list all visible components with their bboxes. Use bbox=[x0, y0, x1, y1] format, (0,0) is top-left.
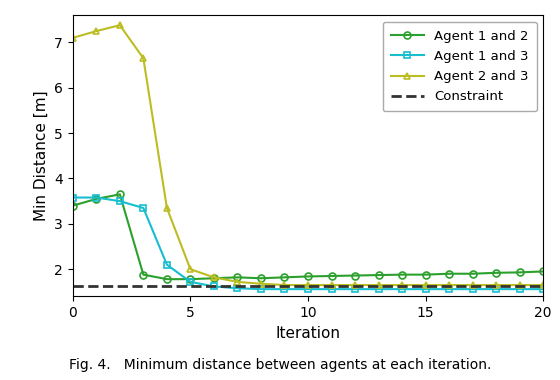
Agent 2 and 3 bbox=[93, 29, 100, 33]
Agent 1 and 3 bbox=[187, 280, 194, 284]
Agent 1 and 3 bbox=[258, 287, 264, 291]
Agent 2 and 3 bbox=[234, 280, 241, 284]
Constraint bbox=[69, 284, 76, 289]
Agent 1 and 2 bbox=[328, 274, 335, 278]
Agent 1 and 3 bbox=[446, 287, 452, 291]
Agent 1 and 3 bbox=[305, 287, 311, 291]
Agent 1 and 2 bbox=[352, 273, 358, 278]
Agent 2 and 3 bbox=[281, 283, 288, 287]
Agent 1 and 2 bbox=[446, 271, 452, 276]
Agent 1 and 3 bbox=[375, 287, 382, 291]
Agent 2 and 3 bbox=[422, 283, 429, 287]
Agent 2 and 3 bbox=[493, 283, 500, 287]
Legend: Agent 1 and 2, Agent 1 and 3, Agent 2 and 3, Constraint: Agent 1 and 2, Agent 1 and 3, Agent 2 an… bbox=[382, 22, 536, 111]
X-axis label: Iteration: Iteration bbox=[276, 326, 340, 341]
Agent 1 and 2 bbox=[422, 272, 429, 277]
Agent 2 and 3 bbox=[140, 56, 147, 60]
Agent 2 and 3 bbox=[164, 206, 170, 210]
Agent 2 and 3 bbox=[446, 283, 452, 287]
Agent 2 and 3 bbox=[540, 283, 547, 287]
Agent 1 and 2 bbox=[493, 271, 500, 275]
Agent 1 and 2 bbox=[164, 277, 170, 282]
Agent 1 and 3 bbox=[116, 199, 123, 203]
Agent 1 and 2 bbox=[281, 275, 288, 280]
Agent 1 and 2 bbox=[93, 196, 100, 201]
Agent 1 and 2 bbox=[234, 275, 241, 280]
Agent 1 and 3 bbox=[69, 195, 76, 200]
Agent 2 and 3 bbox=[352, 283, 358, 287]
Agent 1 and 3 bbox=[469, 287, 476, 291]
Agent 2 and 3 bbox=[469, 283, 476, 287]
Agent 2 and 3 bbox=[328, 283, 335, 287]
Agent 1 and 3 bbox=[281, 287, 288, 291]
Agent 1 and 3 bbox=[399, 287, 405, 291]
Agent 1 and 2 bbox=[399, 272, 405, 277]
Agent 1 and 2 bbox=[140, 272, 147, 277]
Agent 1 and 3 bbox=[516, 287, 523, 291]
Agent 1 and 3 bbox=[140, 206, 147, 210]
Agent 1 and 3 bbox=[164, 262, 170, 267]
Constraint bbox=[93, 284, 100, 289]
Line: Agent 1 and 2: Agent 1 and 2 bbox=[69, 191, 547, 283]
Agent 1 and 2 bbox=[211, 276, 217, 280]
Agent 1 and 3 bbox=[493, 287, 500, 291]
Agent 1 and 3 bbox=[211, 284, 217, 289]
Agent 1 and 3 bbox=[540, 287, 547, 291]
Agent 2 and 3 bbox=[399, 283, 405, 287]
Agent 2 and 3 bbox=[305, 283, 311, 287]
Agent 1 and 2 bbox=[187, 277, 194, 282]
Agent 2 and 3 bbox=[211, 275, 217, 280]
Line: Agent 1 and 3: Agent 1 and 3 bbox=[69, 194, 547, 293]
Agent 2 and 3 bbox=[375, 283, 382, 287]
Agent 1 and 3 bbox=[93, 195, 100, 200]
Text: Fig. 4.   Minimum distance between agents at each iteration.: Fig. 4. Minimum distance between agents … bbox=[69, 358, 491, 372]
Agent 1 and 3 bbox=[234, 286, 241, 291]
Agent 1 and 3 bbox=[352, 287, 358, 291]
Agent 1 and 3 bbox=[422, 287, 429, 291]
Agent 1 and 2 bbox=[258, 276, 264, 280]
Agent 1 and 2 bbox=[69, 203, 76, 208]
Agent 1 and 2 bbox=[375, 273, 382, 277]
Agent 2 and 3 bbox=[116, 23, 123, 27]
Agent 1 and 2 bbox=[116, 192, 123, 196]
Line: Agent 2 and 3: Agent 2 and 3 bbox=[69, 22, 547, 288]
Agent 2 and 3 bbox=[187, 267, 194, 271]
Agent 2 and 3 bbox=[258, 282, 264, 286]
Agent 2 and 3 bbox=[516, 283, 523, 287]
Agent 1 and 2 bbox=[516, 270, 523, 275]
Agent 1 and 2 bbox=[305, 274, 311, 279]
Agent 2 and 3 bbox=[69, 36, 76, 40]
Y-axis label: Min Distance [m]: Min Distance [m] bbox=[34, 90, 49, 221]
Agent 1 and 3 bbox=[328, 287, 335, 291]
Agent 1 and 2 bbox=[469, 271, 476, 276]
Agent 1 and 2 bbox=[540, 269, 547, 274]
